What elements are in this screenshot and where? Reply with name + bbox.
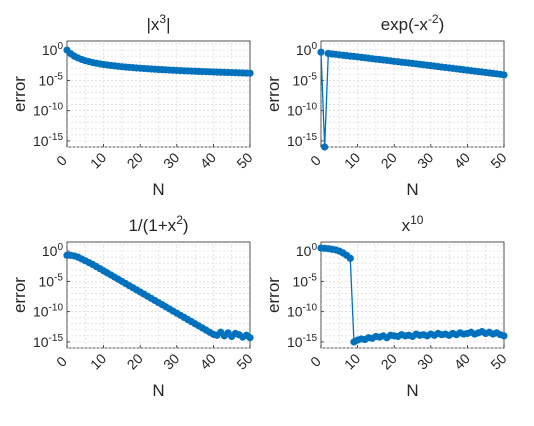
- chart-3-xtick-label: 30: [160, 350, 182, 372]
- chart-4-xlabel: N: [406, 381, 418, 400]
- chart-3-xtick-label: 10: [87, 350, 109, 372]
- chart-4-ytick-label: 10-15: [287, 333, 317, 350]
- chart-2-ytick-label: 10-15: [287, 132, 317, 149]
- chart-1-ytick-label: 10-10: [33, 102, 63, 119]
- chart-4-xtick-label: 50: [487, 350, 509, 372]
- chart-4-ytick-label: 100: [296, 242, 318, 259]
- chart-4-point: [346, 254, 354, 262]
- chart-1-xtick-label: 0: [53, 152, 70, 169]
- chart-2-xtick-label: 20: [377, 149, 399, 171]
- chart-1-xlabel: N: [152, 180, 164, 199]
- chart-4-ytick-label: 10-5: [293, 272, 318, 289]
- chart-1-xtick-label: 10: [87, 149, 109, 171]
- chart-3-ytick-label: 100: [42, 242, 64, 259]
- chart-2-xtick-label: 0: [307, 152, 324, 169]
- chart-1-xtick-label: 20: [123, 149, 145, 171]
- chart-2-ylabel: error: [264, 76, 283, 112]
- chart-3-ytick-label: 10-10: [33, 303, 63, 320]
- chart-1-point: [246, 69, 254, 77]
- chart-3-point: [246, 334, 254, 342]
- chart-1-ytick-label: 10-5: [39, 71, 64, 88]
- chart-4-xtick-label: 30: [414, 350, 436, 372]
- chart-1-ytick-label: 100: [42, 41, 64, 58]
- chart-4-ylabel: error: [264, 277, 283, 313]
- chart-2-xtick-label: 50: [487, 149, 509, 171]
- chart-2-point: [500, 71, 508, 79]
- chart-2-xtick-label: 30: [414, 149, 436, 171]
- chart-4-point: [500, 332, 508, 340]
- chart-1-xtick-label: 30: [160, 149, 182, 171]
- chart-3-ylabel: error: [10, 277, 29, 313]
- chart-2-title: exp(-x-2): [381, 12, 445, 34]
- chart-4-xtick-label: 20: [377, 350, 399, 372]
- chart-3-xtick-label: 20: [123, 350, 145, 372]
- chart-4-xtick-label: 10: [341, 350, 363, 372]
- chart-4-xtick-label: 0: [307, 353, 324, 370]
- chart-3-ytick-label: 10-15: [33, 333, 63, 350]
- chart-1-xtick-label: 40: [197, 149, 219, 171]
- chart-2-xlabel: N: [406, 180, 418, 199]
- chart-3-xlabel: N: [152, 381, 164, 400]
- chart-3-title: 1/(1+x2): [128, 213, 188, 235]
- chart-2-point: [321, 143, 329, 151]
- chart-2-ytick-label: 10-5: [293, 71, 318, 88]
- chart-1-ytick-label: 10-15: [33, 132, 63, 149]
- chart-4-xtick-label: 40: [451, 350, 473, 372]
- chart-3-xtick-label: 0: [53, 353, 70, 370]
- chart-2-ytick-label: 10-10: [287, 102, 317, 119]
- chart-2: 0 10 20 30 40 50 100 10-5 10-10 10-15 exp(-x-2) Ner…: [264, 12, 510, 199]
- chart-2-point: [317, 48, 325, 56]
- chart-4-title: x10: [402, 213, 424, 235]
- chart-3-xtick-label: 50: [233, 350, 255, 372]
- chart-3-ytick-label: 10-5: [39, 272, 64, 289]
- chart-1-ylabel: error: [10, 76, 29, 112]
- chart-2-xtick-label: 40: [451, 149, 473, 171]
- chart-1-xtick-label: 50: [233, 149, 255, 171]
- chart-2-ytick-label: 100: [296, 41, 318, 58]
- chart-3-xtick-label: 40: [197, 350, 219, 372]
- chart-2-xtick-label: 10: [341, 149, 363, 171]
- chart-3: 0 10 20 30 40 50 100 10-5 10-10 10-15 1/(1+x2) Nerr…: [10, 213, 256, 400]
- chart-4-ytick-label: 10-10: [287, 303, 317, 320]
- chart-1-title: |x3|: [146, 12, 170, 34]
